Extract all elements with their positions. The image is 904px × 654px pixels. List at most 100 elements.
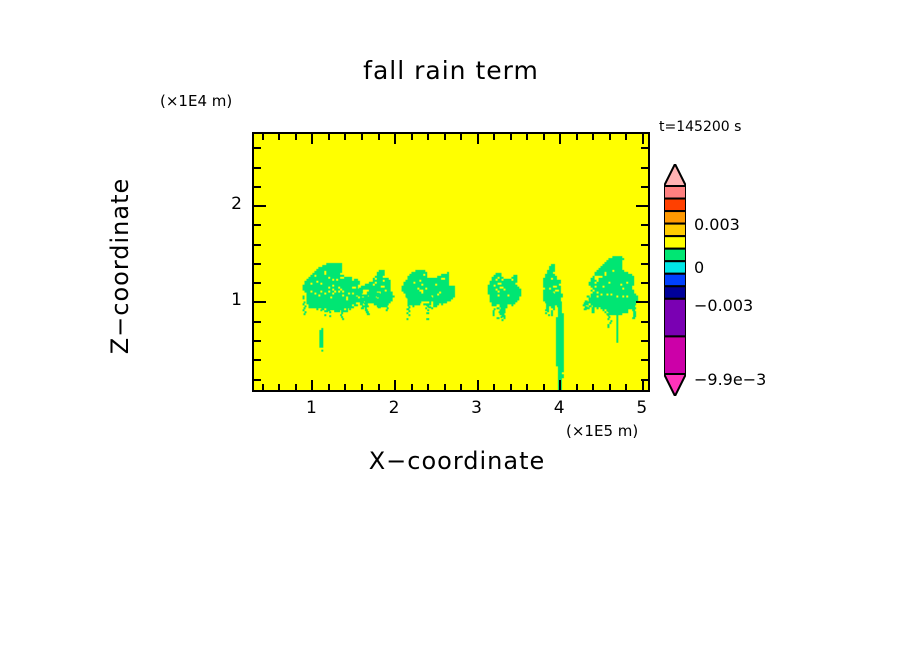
colorbar-tick-label: 0.003 [694, 215, 740, 234]
axis-tick [254, 301, 266, 303]
axis-tick [254, 263, 261, 265]
plot-area [252, 132, 650, 392]
axis-tick [254, 167, 261, 169]
colorbar-arrow-bottom [664, 373, 686, 396]
axis-tick [477, 134, 479, 144]
colorbar-band [664, 210, 686, 225]
axis-tick [411, 384, 413, 390]
x-axis-title: X−coordinate [368, 447, 546, 475]
colorbar-band [664, 197, 686, 213]
axis-tick [592, 384, 594, 390]
colorbar-arrow-top [664, 164, 686, 187]
colorbar-band [664, 247, 686, 263]
axis-tick [460, 134, 462, 140]
x-tick-label: 2 [388, 398, 400, 418]
colorbar-band [664, 222, 686, 238]
axis-tick [254, 321, 261, 323]
colorbar-tick-label: 0 [694, 258, 705, 277]
axis-tick [254, 186, 261, 188]
axis-tick [636, 301, 648, 303]
axis-tick [576, 384, 578, 390]
axis-tick [444, 384, 446, 390]
axis-tick [361, 384, 363, 390]
contour-field [254, 134, 648, 390]
axis-tick [641, 359, 648, 361]
axis-tick [559, 380, 561, 390]
axis-tick [609, 384, 611, 390]
axis-tick [394, 380, 396, 390]
axis-tick [278, 384, 280, 390]
axis-tick [641, 167, 648, 169]
axis-tick [427, 384, 429, 390]
axis-tick [641, 379, 648, 381]
axis-tick [344, 384, 346, 390]
colorbar [664, 164, 686, 396]
axis-tick [378, 134, 380, 140]
axis-tick [636, 205, 648, 207]
axis-tick [576, 134, 578, 140]
axis-tick [526, 384, 528, 390]
axis-tick [609, 134, 611, 140]
axis-tick [493, 134, 495, 140]
axis-tick [254, 224, 261, 226]
axis-tick [641, 340, 648, 342]
x-tick-label: 3 [471, 398, 482, 418]
axis-tick [641, 244, 648, 246]
axis-tick [427, 134, 429, 140]
axis-tick [460, 384, 462, 390]
axis-tick [592, 134, 594, 140]
axis-tick [262, 134, 264, 140]
axis-tick [254, 340, 261, 342]
colorbar-band [664, 235, 686, 250]
chart-title: fall rain term [363, 56, 539, 85]
axis-tick [625, 134, 627, 140]
axis-tick [642, 134, 644, 144]
axis-tick [641, 224, 648, 226]
axis-tick [641, 147, 648, 149]
axis-tick [254, 379, 261, 381]
timestamp-annotation: t=145200 s [659, 119, 742, 135]
y-tick-label: 1 [231, 290, 242, 311]
axis-tick [328, 384, 330, 390]
axis-tick [641, 321, 648, 323]
axis-tick [328, 134, 330, 140]
axis-tick [641, 186, 648, 188]
x-tick-label: 1 [306, 398, 317, 418]
colorbar-tick-label: −0.003 [694, 296, 754, 315]
axis-tick [295, 134, 297, 140]
axis-tick [254, 205, 266, 207]
axis-tick [411, 134, 413, 140]
colorbar-band [664, 272, 686, 288]
y-axis-unit-label: (×1E4 m) [160, 92, 233, 110]
axis-tick [378, 384, 380, 390]
axis-tick [254, 244, 261, 246]
axis-tick [641, 263, 648, 265]
axis-tick [344, 134, 346, 140]
axis-tick [254, 359, 261, 361]
axis-tick [278, 134, 280, 140]
x-axis-unit-label: (×1E5 m) [566, 422, 639, 440]
axis-tick [642, 380, 644, 390]
axis-tick [254, 282, 261, 284]
axis-tick [543, 384, 545, 390]
axis-tick [493, 384, 495, 390]
axis-tick [641, 282, 648, 284]
axis-tick [444, 134, 446, 140]
colorbar-band [664, 297, 686, 338]
axis-tick [510, 134, 512, 140]
axis-tick [625, 384, 627, 390]
axis-tick [254, 147, 261, 149]
axis-tick [262, 384, 264, 390]
axis-tick [526, 134, 528, 140]
x-tick-label: 5 [636, 398, 648, 418]
axis-tick [477, 380, 479, 390]
axis-tick [559, 134, 561, 144]
axis-tick [295, 384, 297, 390]
axis-tick [361, 134, 363, 140]
axis-tick [311, 380, 313, 390]
axis-tick [394, 134, 396, 144]
axis-tick [311, 134, 313, 144]
colorbar-tick-label: −9.9e−3 [694, 370, 767, 389]
y-tick-label: 2 [231, 194, 242, 215]
